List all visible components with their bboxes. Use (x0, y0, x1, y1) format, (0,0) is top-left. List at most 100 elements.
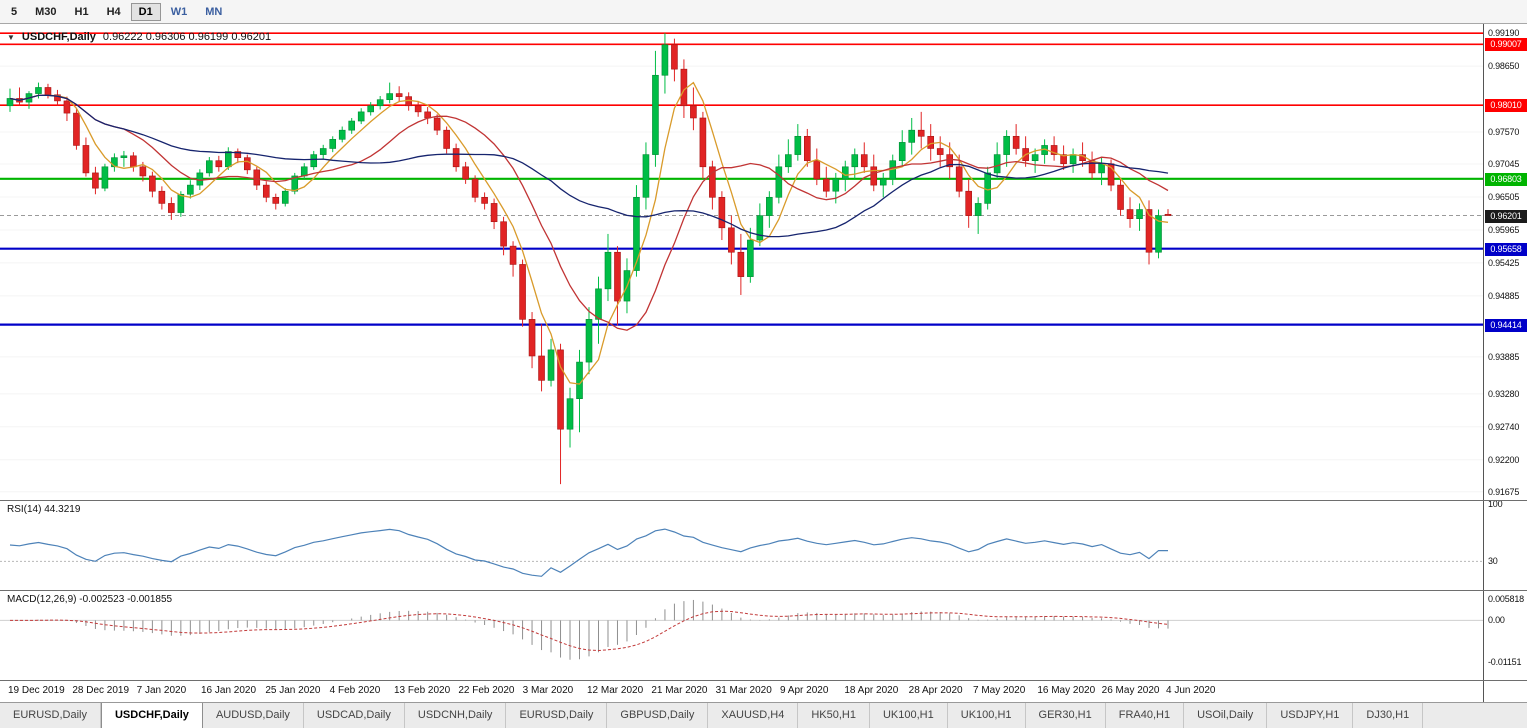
chart-tab-xauusd-h4[interactable]: XAUUSD,H4 (708, 703, 799, 728)
chart-tab-usoil-daily[interactable]: USOil,Daily (1184, 703, 1268, 728)
bull-candle-body (281, 190, 289, 204)
date-axis-label: 4 Feb 2020 (329, 685, 381, 696)
chart-tab-usdcnh-daily[interactable]: USDCNH,Daily (405, 703, 507, 728)
bull-candle-body (604, 251, 612, 290)
bear-candle-body (936, 148, 944, 155)
chart-tab-usdcad-daily[interactable]: USDCAD,Daily (304, 703, 405, 728)
bear-candle-body (965, 190, 972, 216)
bull-candle-body (775, 166, 783, 198)
symbol-dropdown-icon[interactable]: ▼ (7, 32, 15, 42)
timeframe-button-w1[interactable]: W1 (170, 5, 188, 18)
chart-tab-dj30-h1[interactable]: DJ30,H1 (1353, 703, 1424, 728)
price-level-tag: 0.99007 (1485, 38, 1527, 52)
chart-tab-gbpusd-daily[interactable]: GBPUSD,Daily (607, 703, 709, 728)
chart-tab-ger30-h1[interactable]: GER30,H1 (1026, 703, 1106, 728)
chart-tab-usdjpy-h1[interactable]: USDJPY,H1 (1267, 703, 1354, 728)
chart-tab-audusd-daily[interactable]: AUDUSD,Daily (203, 703, 304, 728)
bull-candle-body (879, 178, 887, 186)
macd-panel-divider[interactable] (0, 590, 1527, 591)
bear-candle-body (1126, 209, 1134, 219)
rsi-chart-canvas[interactable] (0, 500, 1483, 590)
chart-tab-hk50-h1[interactable]: HK50,H1 (798, 703, 870, 728)
ma-line-13 (9, 94, 1169, 331)
bull-candle-body (357, 111, 365, 122)
bear-candle-body (917, 129, 925, 137)
bull-candle-body (386, 93, 393, 100)
rsi-axis-label: 30 (1488, 556, 1498, 567)
bear-candle-body (168, 203, 175, 213)
bear-candle-body (804, 135, 811, 161)
bear-candle-body (737, 251, 745, 277)
price-axis-label: 0.96505 (1488, 192, 1520, 202)
bull-candle-body (661, 44, 669, 76)
bull-candle-body (367, 105, 374, 113)
bull-candle-body (832, 178, 840, 192)
candlesticks[interactable] (6, 33, 1172, 485)
bull-candle-body (1098, 163, 1105, 174)
chart-tab-eurusd-daily[interactable]: EURUSD,Daily (0, 703, 101, 728)
bear-candle-body (1060, 154, 1067, 165)
macd-label: MACD(12,26,9) -0.002523 -0.001855 (7, 594, 173, 605)
bear-candle-body (1164, 213, 1172, 216)
bear-candle-body (822, 178, 830, 192)
timeframe-button-mn[interactable]: MN (205, 5, 223, 18)
bull-candle-body (35, 87, 42, 94)
macd-chart-canvas[interactable] (0, 590, 1483, 680)
date-axis-label: 4 Jun 2020 (1166, 685, 1216, 696)
bear-candle-body (424, 111, 431, 119)
bear-candle-body (927, 135, 935, 149)
chart-symbol-period: USDCHF,Daily (21, 31, 96, 43)
chart-title-bar: ▼ USDCHF,Daily 0.96222 0.96306 0.96199 0… (7, 31, 271, 43)
main-chart-panel: ▼ USDCHF,Daily 0.96222 0.96306 0.96199 0… (0, 24, 1483, 500)
bull-candle-body (756, 215, 764, 241)
bull-candle-body (841, 166, 849, 180)
bull-candle-body (898, 142, 906, 161)
macd-axis-label: 0.00 (1488, 615, 1505, 626)
bear-candle-body (158, 190, 166, 204)
main-chart-canvas[interactable] (0, 24, 1483, 500)
bull-candle-body (974, 203, 982, 216)
chart-tab-uk100-h1[interactable]: UK100,H1 (948, 703, 1026, 728)
bear-candle-body (1050, 145, 1058, 155)
chart-tab-usdchf-daily[interactable]: USDCHF,Daily (100, 703, 203, 728)
bear-candle-body (860, 154, 868, 168)
bull-candle-body (1069, 154, 1077, 165)
bear-candle-body (215, 160, 223, 168)
chart-tab-uk100-h1[interactable]: UK100,H1 (870, 703, 948, 728)
chart-tab-eurusd-daily[interactable]: EURUSD,Daily (506, 703, 608, 728)
bear-candle-body (509, 245, 517, 265)
bull-candle-body (547, 349, 555, 381)
timeframe-button-h4[interactable]: H4 (106, 5, 121, 18)
date-axis-label: 31 Mar 2020 (715, 685, 772, 696)
date-axis-label: 19 Dec 2019 (8, 685, 65, 696)
bear-candle-body (73, 112, 80, 146)
bear-candle-body (1088, 160, 1096, 174)
bear-candle-body (690, 105, 697, 119)
date-axis-label: 7 May 2020 (973, 685, 1026, 696)
price-axis-label: 0.91675 (1488, 486, 1520, 497)
bull-candle-body (633, 197, 640, 271)
date-axis-label: 16 Jan 2020 (201, 685, 257, 696)
bull-candle-body (329, 139, 337, 149)
rsi-axis-label: 100 (1488, 499, 1503, 509)
bear-candle-body (139, 166, 147, 177)
rsi-panel-divider[interactable] (0, 500, 1527, 501)
price-axis-label: 0.95425 (1488, 257, 1520, 268)
timeframe-button-h1[interactable]: H1 (74, 5, 89, 18)
bear-candle-body (63, 100, 71, 114)
price-axis-label: 0.97045 (1488, 159, 1520, 170)
chart-tab-fra40-h1[interactable]: FRA40,H1 (1106, 703, 1185, 728)
timeframe-button-m30[interactable]: M30 (35, 5, 57, 18)
price-axis-label: 0.95965 (1488, 224, 1520, 235)
bull-candle-body (585, 319, 593, 363)
bear-candle-body (813, 160, 821, 180)
bear-candle-body (519, 264, 526, 320)
bear-candle-body (462, 166, 469, 180)
macd-axis-label: -0.01151 (1488, 657, 1522, 668)
bull-candle-body (1003, 135, 1010, 155)
bear-candle-body (443, 129, 450, 149)
bear-candle-body (234, 151, 242, 158)
timeframe-button-d1[interactable]: D1 (130, 2, 161, 21)
bull-candle-body (206, 160, 213, 174)
timeframe-button-5[interactable]: 5 (11, 5, 18, 18)
